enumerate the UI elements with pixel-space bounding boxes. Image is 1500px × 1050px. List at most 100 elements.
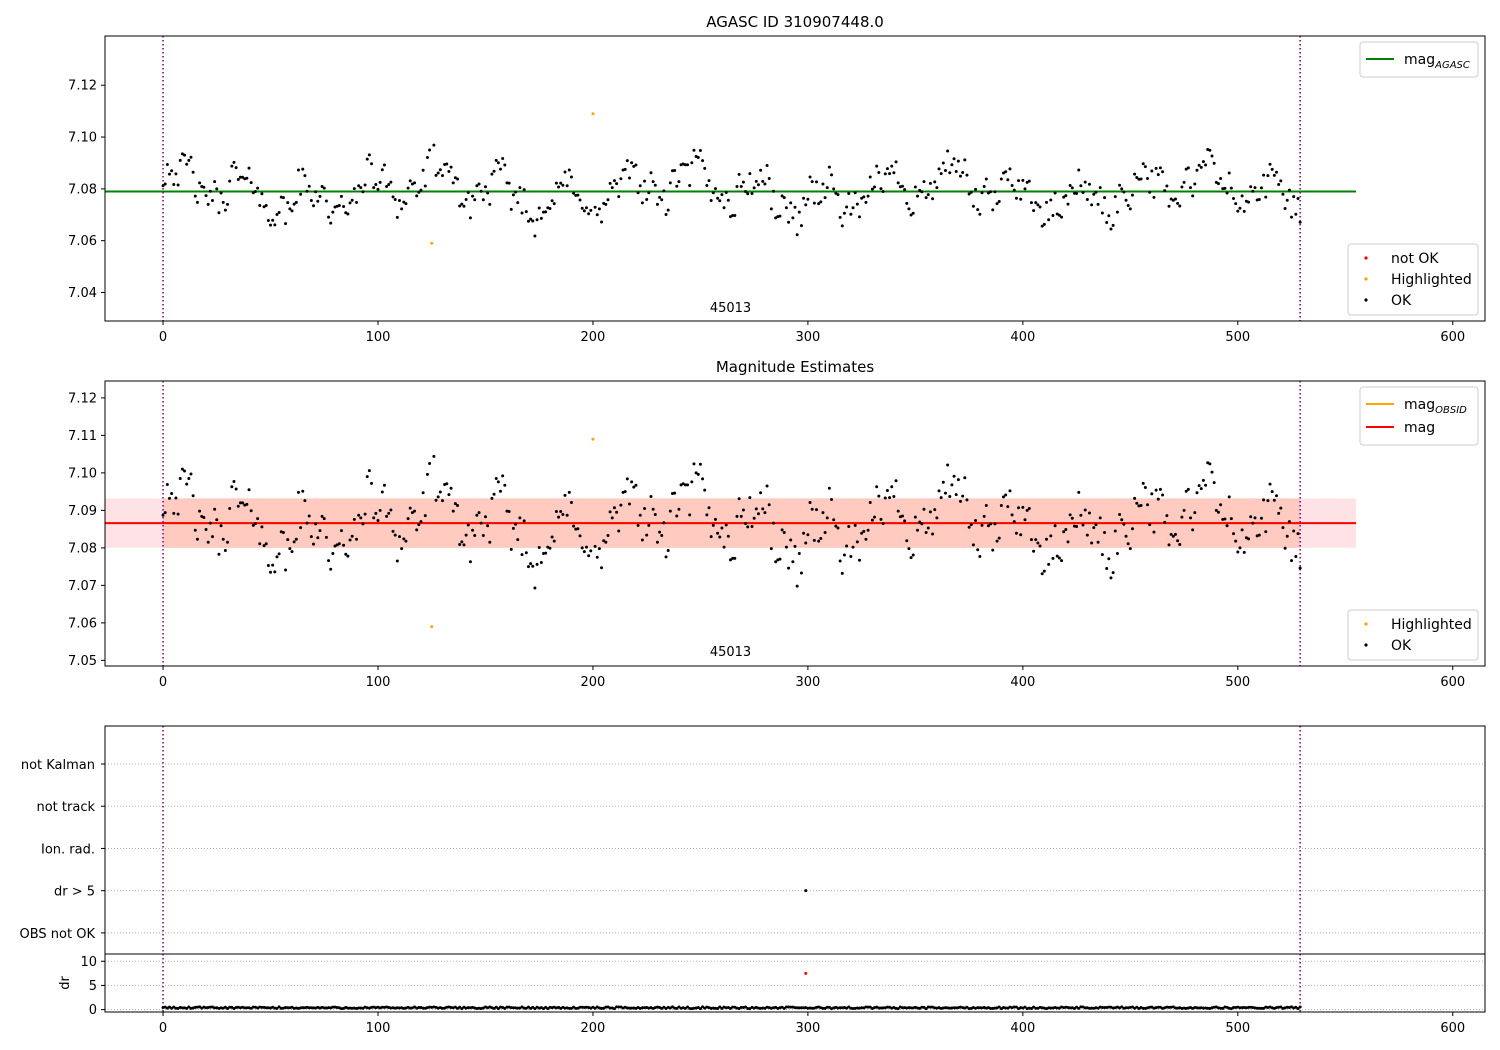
ok-point [471, 528, 475, 532]
ok-point [806, 533, 810, 537]
ok-point [1040, 224, 1044, 228]
dr-point [1029, 1007, 1033, 1011]
ok-point [1268, 162, 1272, 166]
dr-point [1049, 1006, 1053, 1010]
ok-point [453, 502, 457, 506]
ok-point [516, 538, 520, 542]
ok-point [1068, 183, 1072, 187]
ok-point [772, 189, 776, 193]
ok-point [221, 200, 225, 204]
ok-point [752, 186, 756, 190]
ok-point [690, 161, 694, 165]
ok-point [456, 504, 460, 507]
ok-point [900, 514, 904, 518]
ok-point [1133, 496, 1137, 500]
ok-point [1004, 170, 1008, 174]
ok-point [576, 193, 580, 197]
ok-point [1197, 484, 1201, 488]
ok-point [860, 531, 864, 535]
ok-point [640, 201, 644, 205]
ok-point [520, 553, 524, 557]
ok-point [1006, 178, 1010, 182]
ok-point [995, 539, 999, 543]
ok-point [653, 513, 657, 516]
ok-point [615, 510, 619, 514]
ok-point [363, 512, 367, 516]
ok-point [432, 143, 436, 147]
ok-point [993, 522, 997, 526]
ok-point [172, 182, 176, 186]
dr-point [793, 1006, 797, 1010]
ok-point [486, 191, 490, 195]
dr-point [698, 1007, 702, 1011]
ok-point [236, 504, 240, 508]
dr-point [1103, 1006, 1107, 1010]
ok-point [946, 463, 950, 467]
ok-point [1259, 186, 1263, 190]
ok-point [625, 477, 629, 481]
ok-point [759, 168, 763, 172]
ok-point [406, 517, 410, 521]
ok-point [873, 185, 877, 189]
ok-point [258, 203, 262, 207]
ok-point [733, 214, 737, 218]
ok-point [668, 509, 672, 513]
dr-point [180, 1006, 184, 1010]
ok-point [761, 179, 765, 183]
ok-point [655, 202, 659, 206]
ok-point [1135, 175, 1139, 179]
ok-point [1029, 538, 1033, 542]
ok-point [305, 521, 309, 525]
ok-point [533, 234, 537, 238]
ok-point [589, 549, 593, 553]
ok-point [619, 503, 623, 507]
dr-point [1232, 1006, 1236, 1010]
ok-point [937, 167, 941, 171]
ok-point [374, 182, 378, 186]
dr-point [301, 1006, 305, 1010]
ok-point [1122, 522, 1126, 526]
ok-point [1266, 174, 1270, 178]
ok-point [969, 190, 973, 194]
ok-point [1270, 167, 1274, 171]
ok-point [402, 537, 406, 541]
ok-point [1189, 186, 1193, 190]
ok-point [1019, 197, 1023, 201]
ok-point [466, 523, 470, 527]
ok-point [1128, 207, 1132, 211]
ok-point [451, 181, 455, 185]
dr-point [795, 1006, 799, 1010]
ok-point [894, 479, 898, 483]
ok-point [393, 533, 397, 537]
ok-point [638, 513, 642, 517]
dr-point [885, 1005, 889, 1009]
ok-point [552, 202, 556, 206]
dr-point [275, 1006, 279, 1010]
ok-point [793, 205, 797, 209]
ok-point [284, 222, 288, 226]
ok-point [1098, 516, 1102, 520]
ok-point [309, 199, 313, 203]
legend-label: Highlighted [1391, 272, 1472, 288]
ok-point [432, 454, 436, 458]
ok-point [750, 192, 754, 196]
legend-label: mag [1404, 420, 1435, 436]
ok-point [408, 179, 412, 183]
ok-point [855, 202, 859, 206]
ok-point [784, 545, 788, 549]
ok-point [161, 184, 165, 188]
x-tick-label: 0 [159, 675, 167, 690]
ok-point [410, 511, 414, 515]
ok-point [402, 200, 406, 204]
ok-point [228, 507, 232, 510]
ok-point [251, 191, 255, 195]
ok-point [971, 543, 975, 547]
dr-point [1201, 1006, 1205, 1010]
dr-point [204, 1006, 208, 1010]
ok-point [514, 190, 518, 194]
ok-point [354, 537, 358, 541]
ok-point [827, 486, 831, 490]
ok-point [862, 195, 866, 199]
ok-point [1017, 506, 1021, 510]
ok-point [780, 528, 784, 532]
